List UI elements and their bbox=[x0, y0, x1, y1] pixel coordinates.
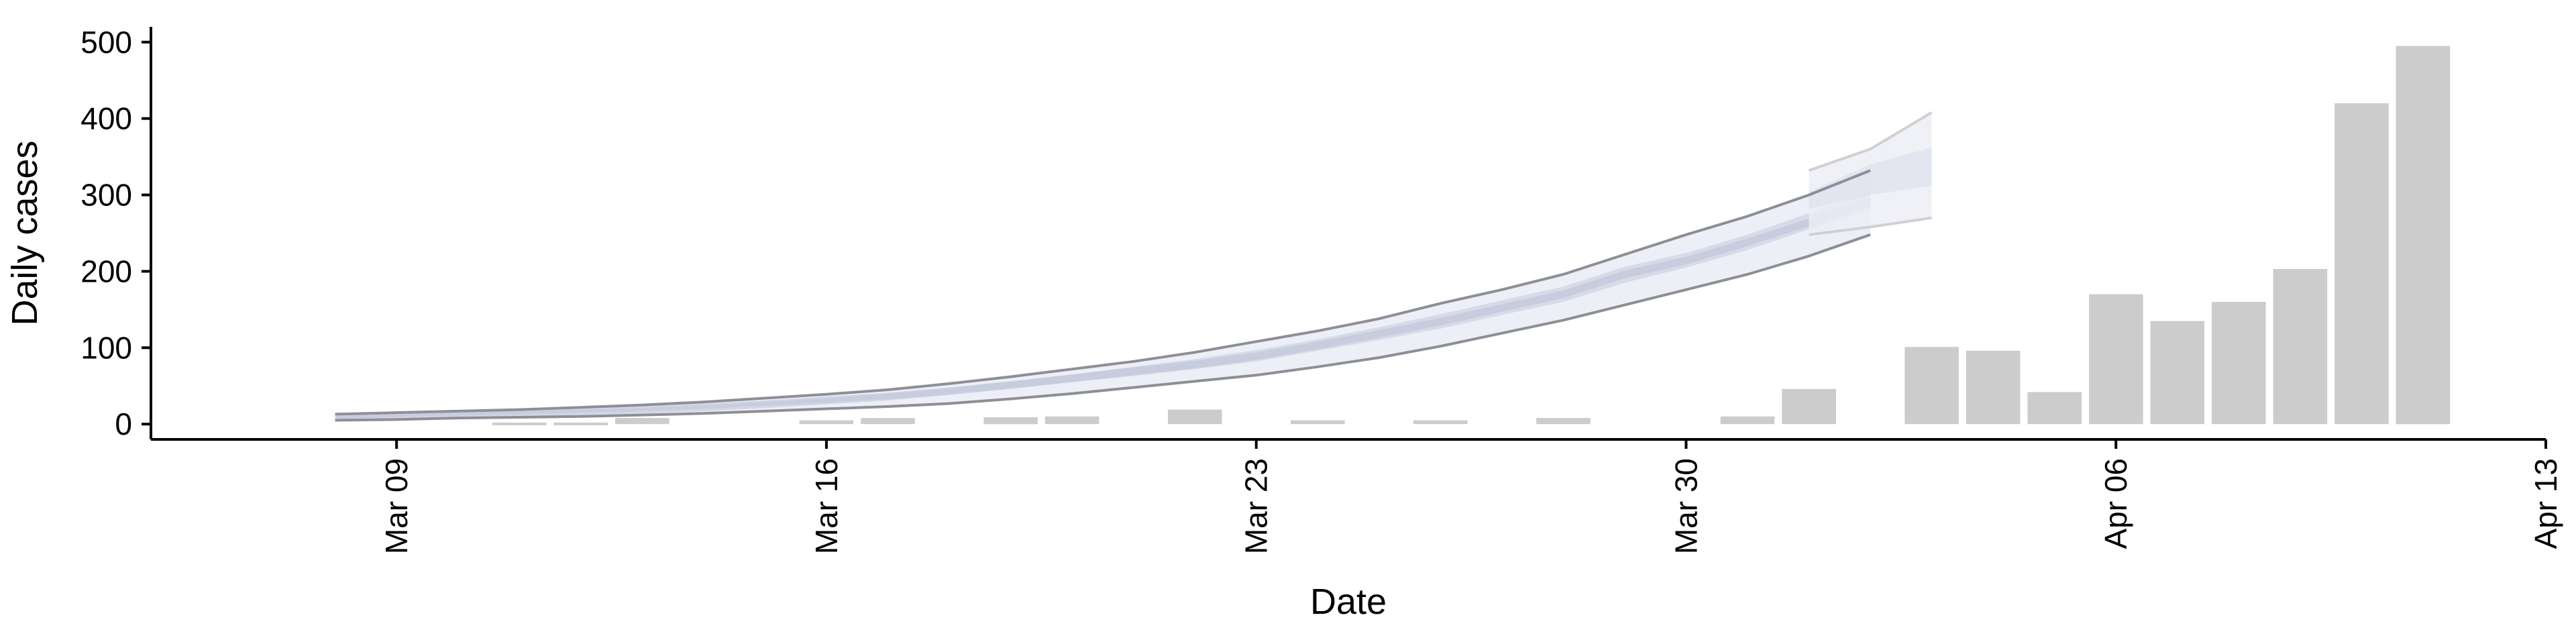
case-bar bbox=[1044, 416, 1099, 425]
case-bar bbox=[615, 418, 669, 425]
y-axis-ticks: 0 100 200 300 400 500 bbox=[80, 25, 151, 441]
case-bar bbox=[2334, 103, 2389, 425]
y-tick-label: 200 bbox=[80, 254, 132, 288]
x-axis-label: Date bbox=[1310, 582, 1387, 622]
forecast-bound-lines bbox=[335, 111, 1933, 422]
case-bar bbox=[861, 418, 915, 425]
case-bar bbox=[1413, 420, 1468, 425]
case-bar bbox=[2273, 269, 2328, 425]
case-bar bbox=[492, 422, 547, 425]
x-tick-label: Apr 06 bbox=[2098, 458, 2133, 549]
case-bar bbox=[1782, 388, 1836, 425]
lower-bound-tail-line bbox=[1809, 216, 1932, 236]
case-bar bbox=[553, 422, 608, 425]
y-tick-label: 500 bbox=[80, 25, 132, 60]
case-bar bbox=[1966, 350, 2021, 425]
forecast-bands bbox=[335, 112, 1932, 421]
y-tick-label: 300 bbox=[80, 178, 132, 213]
case-bar bbox=[2089, 294, 2143, 425]
y-tick-label: 0 bbox=[115, 407, 132, 441]
case-bar bbox=[1536, 418, 1591, 425]
x-tick-label: Mar 16 bbox=[809, 458, 844, 554]
forecast-band-90 bbox=[335, 170, 1871, 421]
y-axis-label: Daily cases bbox=[5, 140, 45, 325]
lower-bound-line bbox=[335, 233, 1871, 422]
case-bar bbox=[1720, 416, 1775, 425]
case-bar bbox=[1291, 420, 1345, 425]
axes bbox=[150, 27, 2546, 441]
case-bar bbox=[2396, 46, 2451, 425]
x-tick-label: Mar 09 bbox=[379, 458, 414, 554]
case-bar bbox=[799, 420, 854, 425]
case-bar bbox=[983, 417, 1038, 425]
x-tick-label: Mar 23 bbox=[1239, 458, 1274, 554]
x-tick-label: Apr 13 bbox=[2528, 458, 2563, 549]
case-bar bbox=[1904, 347, 1959, 425]
case-bar bbox=[2027, 392, 2082, 425]
case-bar bbox=[2212, 302, 2266, 425]
forecast-band-median bbox=[335, 197, 1871, 421]
upper-bound-tail-line bbox=[1808, 111, 1933, 172]
daily-case-bars bbox=[492, 46, 2451, 425]
y-tick-label: 400 bbox=[80, 101, 132, 136]
upper-bound-line bbox=[335, 169, 1871, 416]
y-tick-label: 100 bbox=[80, 330, 132, 365]
forecast-tail-band-50 bbox=[1809, 147, 1932, 209]
x-axis-ticks: Mar 09 Mar 16 Mar 23 Mar 30 Apr 06 Apr 13 bbox=[379, 439, 2563, 554]
case-bar bbox=[1167, 409, 1222, 425]
case-bar bbox=[2150, 321, 2205, 425]
x-tick-label: Mar 30 bbox=[1668, 458, 1703, 554]
